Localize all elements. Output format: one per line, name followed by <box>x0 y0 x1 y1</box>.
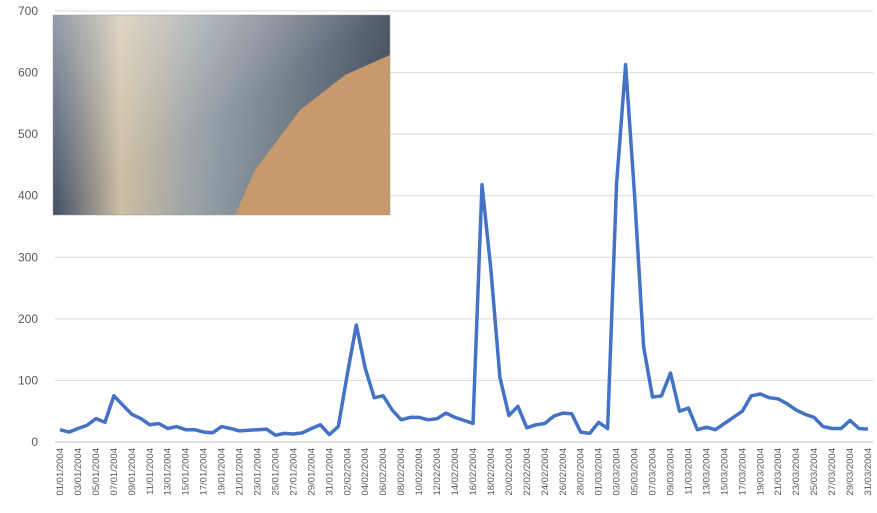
x-tick-label: 01/01/2004 <box>55 448 66 496</box>
y-tick-label: 500 <box>18 127 38 141</box>
x-tick-label: 16/02/2004 <box>468 448 479 496</box>
x-tick-label: 17/01/2004 <box>199 448 210 496</box>
x-tick-label: 20/02/2004 <box>504 448 515 496</box>
x-tick-label: 23/01/2004 <box>253 448 264 496</box>
x-tick-label: 02/02/2004 <box>342 448 353 496</box>
x-tick-label: 29/03/2004 <box>845 448 856 496</box>
x-tick-label: 05/03/2004 <box>630 448 641 496</box>
x-tick-label: 06/02/2004 <box>378 448 389 496</box>
x-tick-label: 23/03/2004 <box>791 448 802 496</box>
x-tick-label: 01/03/2004 <box>594 448 605 496</box>
y-tick-label: 200 <box>18 312 38 326</box>
x-tick-label: 19/03/2004 <box>755 448 766 496</box>
x-tick-label: 09/01/2004 <box>127 448 138 496</box>
x-tick-label: 31/03/2004 <box>863 448 874 496</box>
y-tick-label: 300 <box>18 250 38 264</box>
satellite-image <box>52 14 391 216</box>
x-tick-label: 10/02/2004 <box>414 448 425 496</box>
x-tick-label: 15/01/2004 <box>181 448 192 496</box>
x-tick-label: 27/03/2004 <box>827 448 838 496</box>
x-tick-label: 03/01/2004 <box>73 448 84 496</box>
x-tick-label: 21/01/2004 <box>235 448 246 496</box>
x-tick-label: 11/01/2004 <box>145 448 156 495</box>
x-tick-label: 17/03/2004 <box>737 448 748 496</box>
x-tick-label: 25/01/2004 <box>270 448 281 496</box>
y-tick-label: 400 <box>18 189 38 203</box>
y-tick-label: 0 <box>31 435 38 449</box>
x-tick-label: 14/02/2004 <box>450 448 461 496</box>
x-tick-label: 05/01/2004 <box>91 448 102 496</box>
x-tick-label: 25/03/2004 <box>809 448 820 496</box>
x-tick-label: 12/02/2004 <box>432 448 443 496</box>
data-line <box>59 62 869 437</box>
x-tick-label: 29/01/2004 <box>306 448 317 496</box>
x-tick-label: 07/03/2004 <box>648 448 659 496</box>
x-tick-label: 13/01/2004 <box>163 448 174 496</box>
x-tick-label: 09/03/2004 <box>665 448 676 496</box>
x-tick-label: 24/02/2004 <box>540 448 551 496</box>
x-tick-label: 07/01/2004 <box>109 448 120 496</box>
x-tick-label: 19/01/2004 <box>217 448 228 496</box>
y-tick-label: 700 <box>18 4 38 18</box>
x-tick-label: 31/01/2004 <box>324 448 335 496</box>
y-tick-label: 600 <box>18 66 38 80</box>
x-tick-label: 28/02/2004 <box>576 448 587 496</box>
x-tick-label: 26/02/2004 <box>558 448 569 496</box>
x-tick-label: 04/02/2004 <box>360 448 371 496</box>
y-tick-label: 100 <box>18 373 38 387</box>
x-tick-label: 18/02/2004 <box>486 448 497 496</box>
x-tick-label: 15/03/2004 <box>719 448 730 496</box>
x-tick-label: 11/03/2004 <box>683 448 694 495</box>
x-tick-label: 13/03/2004 <box>701 448 712 496</box>
x-tick-label: 22/02/2004 <box>522 448 533 496</box>
x-tick-label: 03/03/2004 <box>612 448 623 496</box>
x-tick-label: 27/01/2004 <box>288 448 299 496</box>
x-tick-label: 08/02/2004 <box>396 448 407 496</box>
x-tick-label: 21/03/2004 <box>773 448 784 496</box>
